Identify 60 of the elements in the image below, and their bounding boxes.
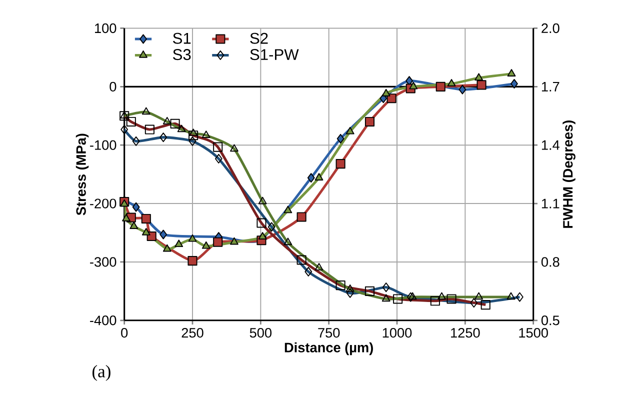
point (141, 214, 151, 224)
y2-tick-label: 2.0 (542, 23, 560, 34)
point (436, 82, 446, 92)
point (409, 82, 418, 90)
y2-tick-label: 1.1 (542, 198, 560, 208)
legend-label: S3 (173, 49, 191, 60)
y2-axis-title: FWHM (Degrees) (562, 120, 576, 228)
point (386, 94, 396, 104)
point (474, 73, 483, 80)
y-axis-title: Stress (MPa) (76, 134, 89, 216)
point (120, 199, 129, 207)
x-tick-label: 500 (250, 328, 272, 338)
point (458, 84, 466, 94)
point (142, 228, 150, 236)
point (174, 240, 184, 248)
y-tick-label: 0 (110, 82, 116, 92)
point (364, 116, 375, 126)
point (382, 88, 390, 96)
point (476, 80, 486, 90)
legend-label: S2 (250, 32, 268, 44)
point (122, 214, 130, 222)
x-tick-label: 0 (121, 328, 128, 338)
x-tick-label: 1000 (382, 328, 412, 338)
point (296, 212, 306, 222)
point (336, 134, 344, 144)
y-tick-label: 100 (95, 23, 116, 34)
point (314, 173, 324, 180)
point (346, 126, 354, 134)
point (507, 68, 516, 76)
y-tick-label: -300 (90, 257, 116, 267)
point (284, 206, 292, 214)
point (188, 234, 197, 242)
point (307, 173, 315, 183)
y-tick-label: -100 (90, 140, 116, 150)
point (188, 256, 198, 266)
point (213, 237, 223, 247)
point (230, 237, 238, 245)
x-tick-label: 250 (182, 328, 204, 338)
y2-tick-label: 0.5 (541, 316, 560, 326)
legend-label: S1 (173, 32, 191, 44)
point (510, 78, 518, 88)
x-tick-label: 1250 (451, 328, 480, 338)
y-tick-label: -400 (90, 316, 116, 326)
legend-label: S1-PW (250, 49, 299, 60)
x-axis-title: Distance (µm) (284, 342, 373, 356)
x-tick-label: 1500 (519, 328, 548, 338)
point (132, 202, 140, 212)
point (336, 158, 346, 169)
point (258, 232, 267, 240)
point (160, 230, 168, 240)
x-tick-label: 750 (318, 328, 340, 338)
point (130, 221, 138, 229)
y2-tick-label: 0.8 (541, 257, 560, 267)
y-tick-label: -200 (90, 198, 116, 208)
y2-tick-label: 1.7 (542, 82, 560, 92)
text: (a) (92, 364, 110, 381)
y2-tick-label: 1.4 (542, 140, 560, 150)
point (202, 241, 210, 249)
point (162, 244, 172, 252)
point (447, 78, 456, 86)
